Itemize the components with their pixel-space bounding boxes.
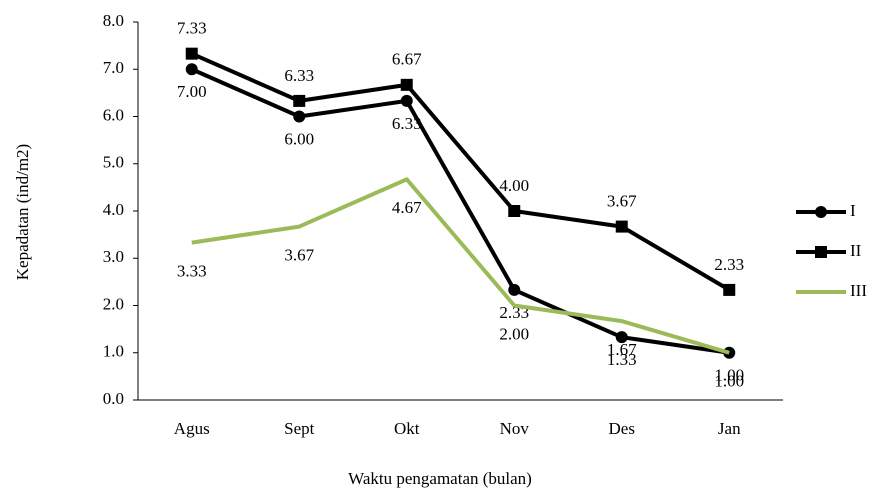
data-label: 1.00 <box>714 372 744 391</box>
marker <box>185 63 198 76</box>
marker <box>185 47 198 60</box>
y-tick-label: 4.0 <box>103 200 124 219</box>
y-tick-label: 6.0 <box>103 105 124 124</box>
y-tick-label: 2.0 <box>103 294 124 313</box>
marker <box>723 283 736 296</box>
y-tick-label: 0.0 <box>103 389 124 408</box>
x-tick-label: Agus <box>174 419 210 438</box>
marker <box>508 205 521 217</box>
data-label: 6.33 <box>392 114 422 133</box>
marker <box>400 94 413 107</box>
y-tick-label: 1.0 <box>103 342 124 361</box>
marker <box>615 331 628 344</box>
marker <box>293 94 306 107</box>
x-tick-label: Okt <box>394 419 420 438</box>
data-label: 2.00 <box>499 324 529 343</box>
data-label: 6.67 <box>392 50 422 69</box>
x-tick-label: Des <box>609 419 635 438</box>
marker <box>615 220 628 233</box>
y-tick-label: 3.0 <box>103 247 124 266</box>
data-label: 3.67 <box>607 191 637 210</box>
data-label: 4.00 <box>499 176 529 195</box>
series-line <box>190 67 730 355</box>
legend-marker <box>815 206 827 218</box>
data-label: 1.00 <box>714 366 744 385</box>
data-label: 1.33 <box>607 350 637 369</box>
marker <box>293 110 306 123</box>
data-label: 3.33 <box>177 262 207 281</box>
marker <box>400 78 413 91</box>
legend-label: I <box>850 201 856 220</box>
data-label: 2.33 <box>714 255 744 274</box>
x-tick-label: Sept <box>284 419 315 438</box>
series-line <box>191 177 730 355</box>
x-axis-title: Waktu pengamatan (bulan) <box>348 469 532 488</box>
x-tick-label: Jan <box>718 419 741 438</box>
data-label: 3.67 <box>284 245 314 264</box>
data-label: 6.00 <box>284 129 314 148</box>
data-label: 6.33 <box>284 66 314 85</box>
x-tick-label: Nov <box>500 419 530 438</box>
y-tick-label: 7.0 <box>103 58 124 77</box>
legend-label: II <box>850 241 862 260</box>
y-tick-label: 8.0 <box>103 11 124 30</box>
legend-label: III <box>850 281 867 300</box>
y-axis-title: Kepadatan (ind/m2) <box>13 144 32 280</box>
y-tick-label: 5.0 <box>103 153 124 172</box>
data-label: 4.67 <box>392 198 422 217</box>
data-label: 1.67 <box>607 340 637 359</box>
data-label: 7.33 <box>177 19 207 38</box>
legend-marker <box>815 246 827 258</box>
series-line <box>190 51 731 292</box>
data-label: 7.00 <box>177 82 207 101</box>
marker <box>508 283 521 296</box>
